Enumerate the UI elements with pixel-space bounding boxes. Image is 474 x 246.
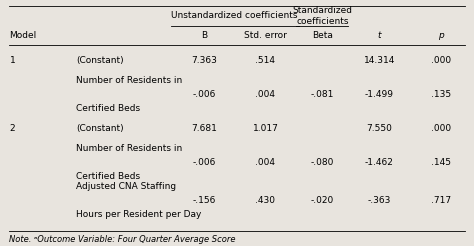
Text: Model: Model — [9, 31, 36, 40]
Text: .145: .145 — [431, 158, 451, 167]
Text: Number of Residents in: Number of Residents in — [76, 144, 182, 153]
Text: Adjusted CNA Staffing: Adjusted CNA Staffing — [76, 182, 176, 191]
Text: -.006: -.006 — [192, 90, 216, 99]
Text: Unstandardized coefficients: Unstandardized coefficients — [172, 12, 298, 20]
Text: t: t — [377, 31, 381, 40]
Text: .000: .000 — [431, 124, 451, 133]
Text: B: B — [201, 31, 207, 40]
Text: 1.017: 1.017 — [253, 124, 278, 133]
Text: (Constant): (Constant) — [76, 124, 123, 133]
Text: -1.462: -1.462 — [365, 158, 393, 167]
Text: .004: .004 — [255, 158, 275, 167]
Text: -.081: -.081 — [310, 90, 334, 99]
Text: Certified Beds: Certified Beds — [76, 172, 140, 181]
Text: .135: .135 — [431, 90, 451, 99]
Text: -1.499: -1.499 — [365, 90, 394, 99]
Text: 7.681: 7.681 — [191, 124, 217, 133]
Text: -.080: -.080 — [310, 158, 334, 167]
Text: 14.314: 14.314 — [364, 56, 395, 65]
Text: 1: 1 — [9, 56, 15, 65]
Text: Number of Residents in: Number of Residents in — [76, 76, 182, 85]
Text: -.363: -.363 — [367, 196, 391, 205]
Text: Certified Beds: Certified Beds — [76, 105, 140, 113]
Text: .000: .000 — [431, 56, 451, 65]
Text: Note. ᵃOutcome Variable: Four Quarter Average Score: Note. ᵃOutcome Variable: Four Quarter Av… — [9, 235, 236, 244]
Text: Standardized
coefficients: Standardized coefficients — [292, 6, 352, 26]
Text: 7.363: 7.363 — [191, 56, 217, 65]
Text: .514: .514 — [255, 56, 275, 65]
Text: -.156: -.156 — [192, 196, 216, 205]
Text: .717: .717 — [431, 196, 451, 205]
Text: p: p — [438, 31, 444, 40]
Text: Beta: Beta — [312, 31, 333, 40]
Text: .004: .004 — [255, 90, 275, 99]
Text: Hours per Resident per Day: Hours per Resident per Day — [76, 210, 201, 219]
Text: .430: .430 — [255, 196, 275, 205]
Text: (Constant): (Constant) — [76, 56, 123, 65]
Text: 7.550: 7.550 — [366, 124, 392, 133]
Text: Std. error: Std. error — [244, 31, 287, 40]
Text: -.006: -.006 — [192, 158, 216, 167]
Text: 2: 2 — [9, 124, 15, 133]
Text: -.020: -.020 — [310, 196, 334, 205]
